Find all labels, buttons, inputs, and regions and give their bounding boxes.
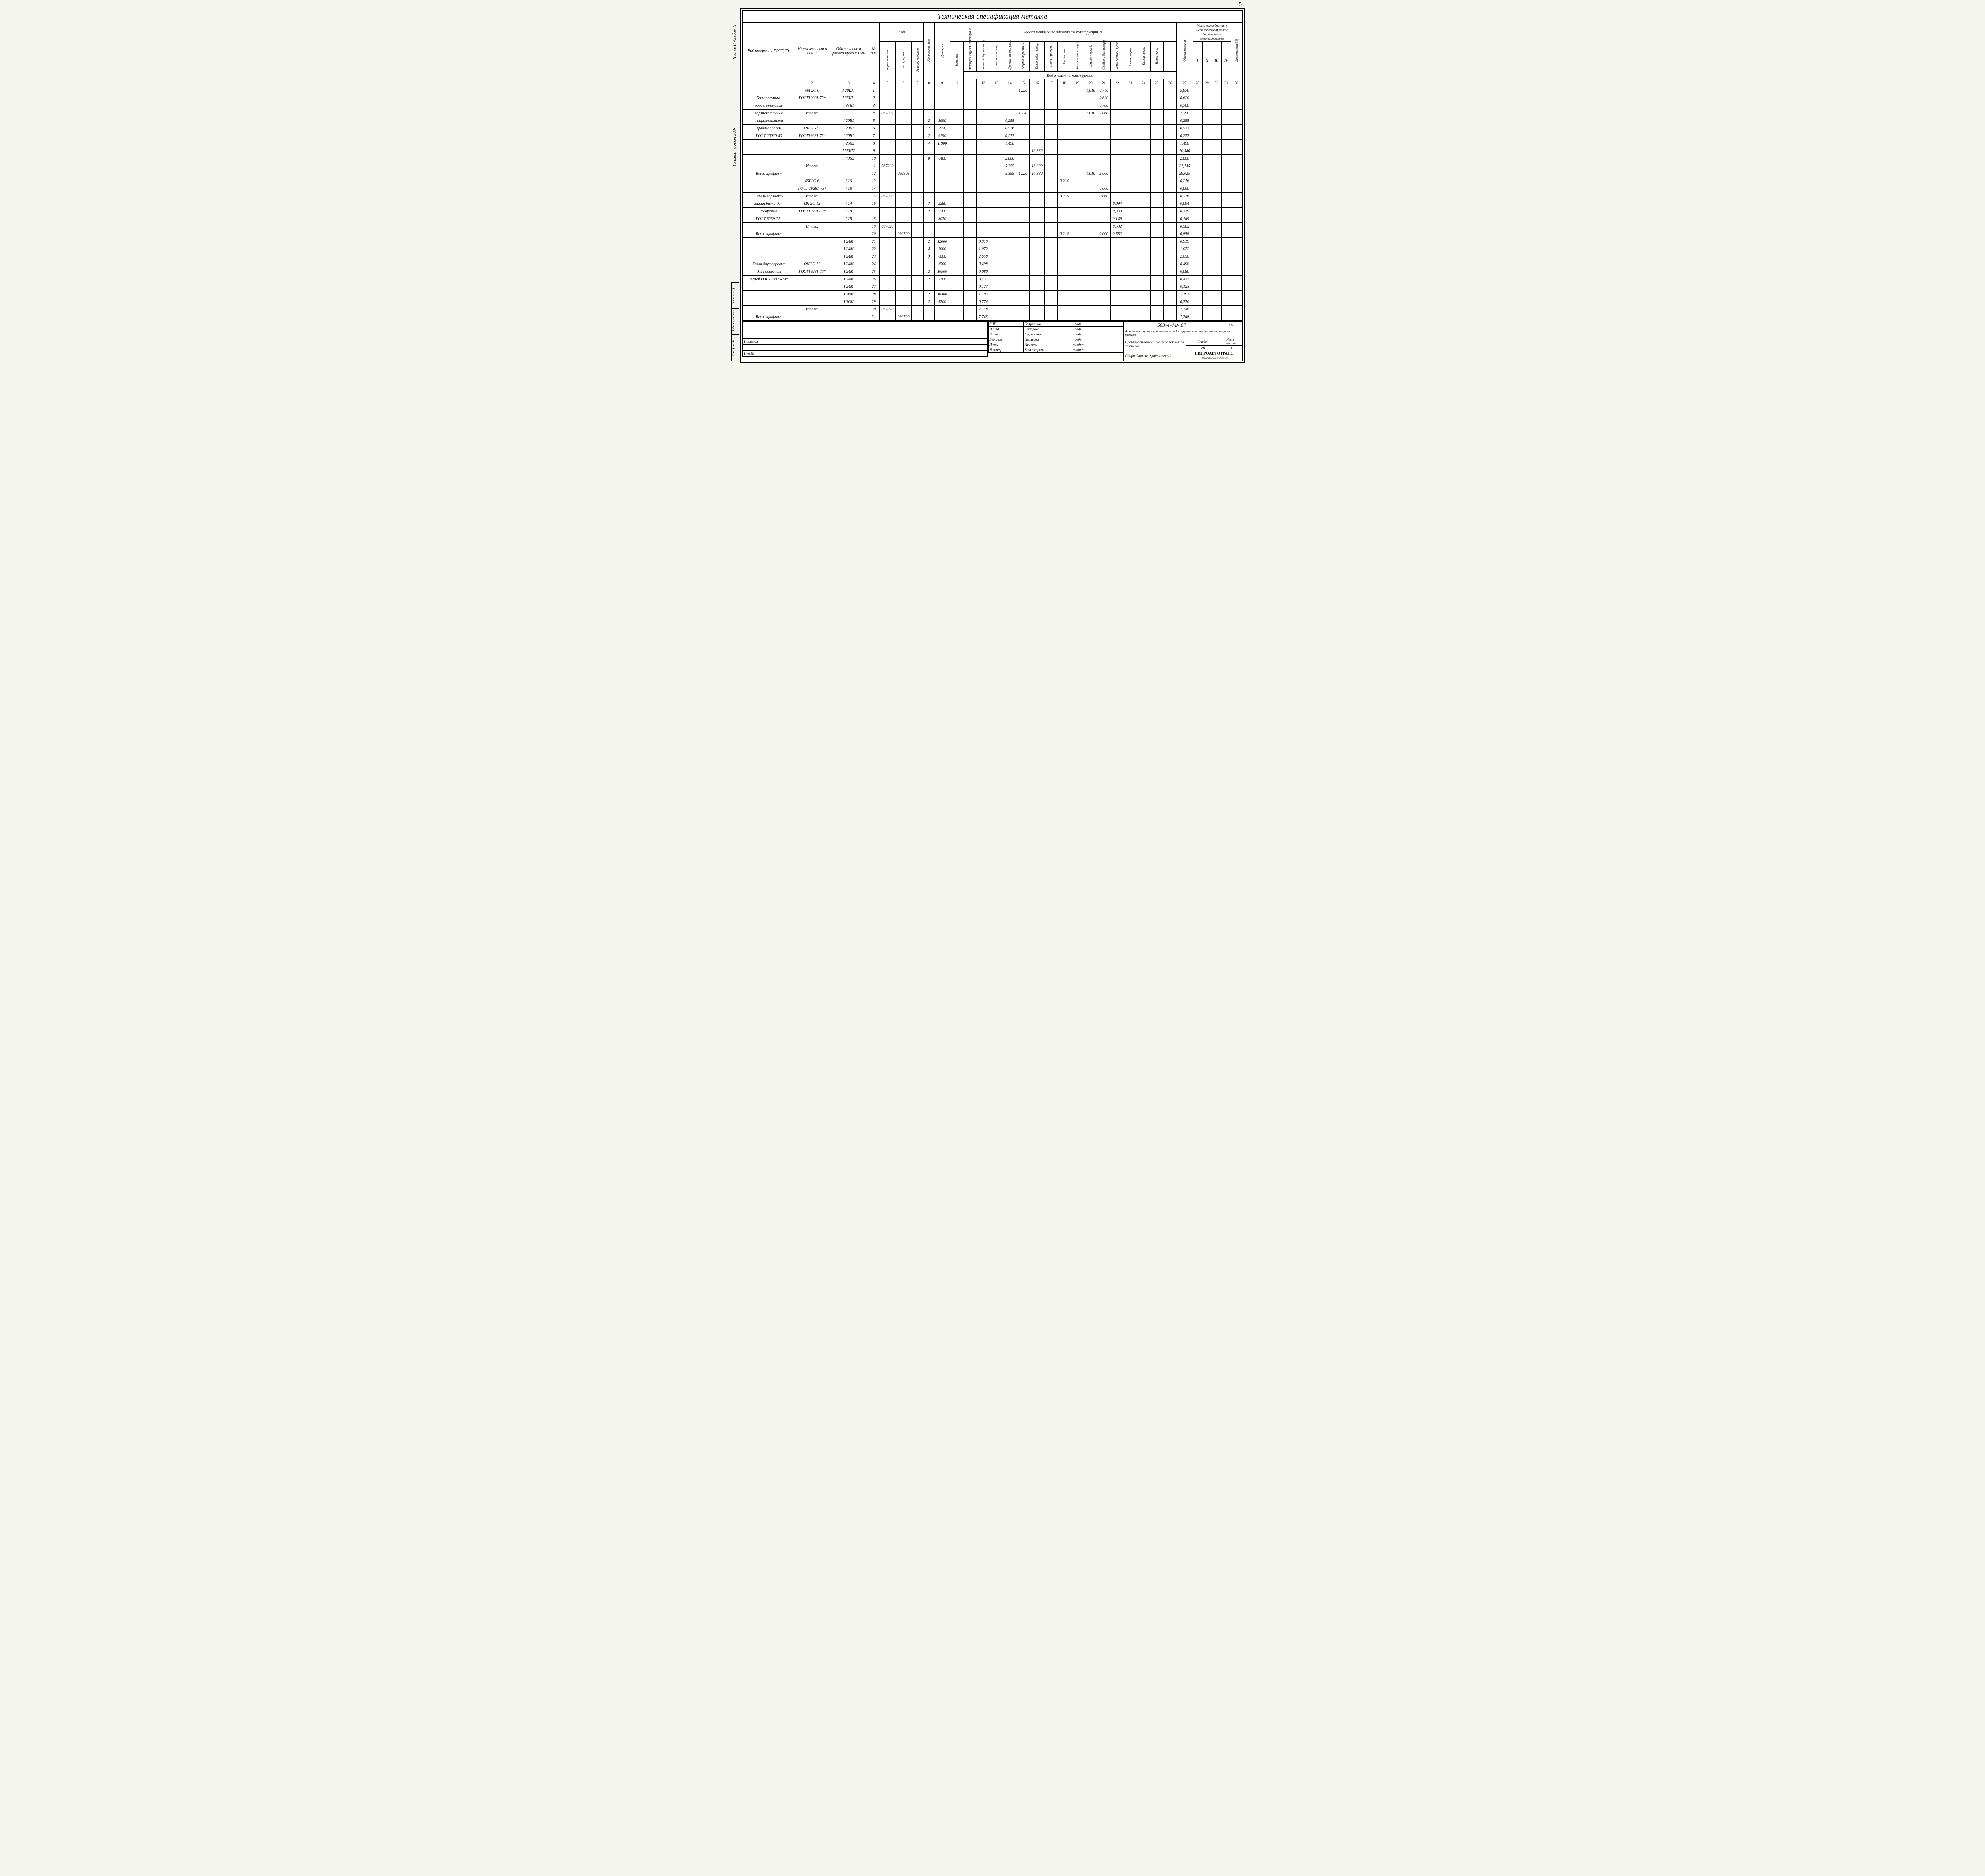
table-row: ГОСТ 19281-73*I 18140,0600,060 — [743, 185, 1243, 193]
table-header: Вид профиля и ГОСТ, ТУ Марка металла и Г… — [743, 23, 1243, 87]
table-row: Итого:300870207,7487,748 — [743, 306, 1243, 313]
table-row: 09Г2С-6I 20Ш114,2201,0100,7405,970 — [743, 87, 1243, 94]
organization: ГИПРОАВТОТРАНС Новосибирский филиал — [1186, 351, 1243, 361]
side-label-album: Часть II Альбом II — [732, 25, 737, 60]
hdr-element-code: Код элемента конструкций — [964, 72, 1177, 79]
hdr-vc: Заполняется ВЦ — [1231, 23, 1243, 79]
table-row: Итого:190870200,5820,582 — [743, 223, 1243, 230]
table-row: Всего профиля:310925007,7487,748 — [743, 313, 1243, 321]
title-block-signatures: ГИПБояршинов~подп~Н.отд.Сидорова~подп~Гл… — [988, 321, 1124, 361]
column-numbers: 1234567891011121314151617181920212223242… — [743, 79, 1243, 87]
table-row: I 24М212120000,9190,919 — [743, 238, 1243, 245]
hdr-qty: Количество, шт — [924, 23, 934, 79]
table-row: ГОСТ 8239-72*I 1818180700,1490,149 — [743, 215, 1243, 223]
table-row: Балки двутавровые09Г2С-12I 24М24-65000,4… — [743, 260, 1243, 268]
table-row: I 26Б284119001,4901,490 — [743, 140, 1243, 147]
hdr-code-size: Размера профиля — [912, 42, 924, 79]
side-label-project: Типовой проект 503- — [732, 128, 737, 167]
table-row: горячекатанныеИтого:40870024,2201,0102,0… — [743, 110, 1243, 117]
table-row: Сталь горячека-Итого:150870000,2160,0600… — [743, 193, 1243, 200]
hdr-total-mass: Общая масса, т — [1177, 23, 1193, 79]
table-row: путей ГОСТ19425-74*I 24М26257000,4370,43… — [743, 276, 1243, 283]
hdr-profile-type: Вид профиля и ГОСТ, ТУ — [743, 23, 795, 79]
signature-row: Гл.спец.Стрежнин~подп~ — [989, 332, 1123, 337]
hdr-code-profile: вид профиля — [895, 42, 911, 79]
table-row: I 24М23360002,6502,650 — [743, 253, 1243, 260]
project-name: Автотранспортное предприятие на 150 груз… — [1124, 329, 1243, 337]
side-stamp-boxes: Взам.инв.№Подпись и датаИнв.№ подл. — [731, 282, 739, 361]
table-row: с параллельнымиI 20Б15256900,2550,255 — [743, 117, 1243, 125]
hdr-code: Код — [879, 23, 923, 42]
sheet-title: Техническая спецификация металла — [742, 10, 1243, 23]
page-number: 5 — [1239, 2, 1242, 8]
title-block: Привязал Инв.№ ГИПБояршинов~подп~Н.отд.С… — [742, 321, 1243, 361]
table-row: Балки двутав-ГОСТ19281-73*I 35Ш120,6200,… — [743, 94, 1243, 102]
sheet-num: 3 — [1220, 346, 1243, 351]
table-body: 09Г2С-6I 20Ш114,2201,0100,7405,970Балки … — [743, 87, 1243, 321]
hdr-columns: Колонны — [950, 42, 963, 79]
table-row: I 40Б210864002,8002,800 — [743, 155, 1243, 162]
building-name: Производственный корпус с закрытой стоян… — [1124, 337, 1186, 351]
signature-row: Н.контр.Комиссарова~подп~ — [989, 347, 1123, 353]
table-row: I 36М29257000,7760,776 — [743, 298, 1243, 306]
table-row: 09Г2С-6I 16130,2160,216 — [743, 177, 1243, 185]
hdr-metal-grade: Марка металла и ГОСТ — [795, 23, 829, 79]
table-row: I 36М282103001,1931,193 — [743, 291, 1243, 298]
signature-row: Инж.Исаенко~подп~ — [989, 342, 1123, 347]
table-row: I 24М27--0,1230,123 — [743, 283, 1243, 291]
drawing-sheet: 5 Часть II Альбом II Типовой проект 503-… — [740, 8, 1245, 363]
table-row: ровые стальныеI 35Б130,7000,700 — [743, 102, 1243, 110]
sheet-content: Общие данные (продолжение) — [1124, 351, 1186, 361]
table-row: тавровыеГОСТ19281-73*I 1817292000,3390,3… — [743, 208, 1243, 215]
drawing-code: 503-4-44м.87 — [1124, 322, 1220, 329]
title-block-right: 503-4-44м.87 КМ Автотранспортное предпри… — [1124, 321, 1243, 361]
hdr-length: Длина, мм — [934, 23, 950, 79]
signature-row: Вед.инж.Полякова~подп~ — [989, 337, 1123, 342]
title-block-left: Привязал Инв.№ — [742, 321, 988, 361]
table-row: Итого:110870205,35516,38021,735 — [743, 162, 1243, 170]
table-row: ГОСТ 26020-83ГОСТ19281-73*I 20Б17261900,… — [743, 132, 1243, 140]
specification-table: Вид профиля и ГОСТ, ТУ Марка металла и Г… — [742, 23, 1243, 321]
table-row: Всего профиля:200925000,2160,0600,5820,8… — [743, 230, 1243, 238]
hdr-code-metal: марки металла — [879, 42, 895, 79]
table-row: I 24М22470001,0721,072 — [743, 245, 1243, 253]
hdr-row-num: № п.п. — [868, 23, 880, 79]
table-row: гранями полок09Г2С-12I 20Б16259500,5360,… — [743, 125, 1243, 132]
stage: РП — [1186, 346, 1220, 351]
table-row: таная балки дву-09Г2С-12I 1416322800,094… — [743, 200, 1243, 208]
hdr-designation: Обозначение и размер профиля мм — [829, 23, 868, 79]
hdr-quarter-mass: Масса потребности в металле по кварталам… — [1193, 23, 1231, 42]
signature-row: ГИПБояршинов~подп~ — [989, 322, 1123, 327]
table-row: для подвесныхГОСТ19281-73*I 24М252105000… — [743, 268, 1243, 276]
table-row: Всего профиля:120925055,3554,22016,3801,… — [743, 170, 1243, 177]
signature-row: Н.отд.Сидорова~подп~ — [989, 327, 1123, 332]
drawing-series: КМ — [1220, 322, 1243, 329]
table-row: I 35Ш2916,38016,380 — [743, 147, 1243, 155]
